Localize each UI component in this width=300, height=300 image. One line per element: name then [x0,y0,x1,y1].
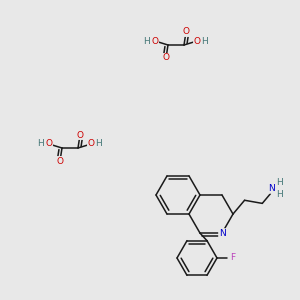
Text: H: H [38,140,44,148]
Text: H: H [96,140,102,148]
Text: N: N [268,184,275,193]
Text: H: H [276,178,283,187]
Text: N: N [219,229,225,238]
Text: O: O [76,130,83,140]
Text: F: F [230,254,236,262]
Text: H: H [202,37,208,46]
Text: O: O [56,157,64,166]
Text: H: H [144,37,150,46]
Text: O: O [46,140,52,148]
Text: O: O [163,53,170,62]
Text: O: O [194,37,200,46]
Text: O: O [182,28,190,37]
Text: O: O [88,140,94,148]
Text: H: H [276,190,283,199]
Text: O: O [152,37,158,46]
